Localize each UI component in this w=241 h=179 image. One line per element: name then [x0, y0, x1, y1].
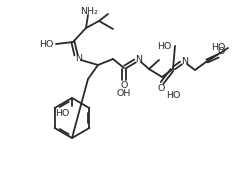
Text: N: N: [135, 54, 142, 64]
Text: HO: HO: [211, 42, 225, 52]
Text: NH₂: NH₂: [80, 6, 98, 16]
Text: OH: OH: [117, 88, 131, 98]
Text: HO: HO: [40, 40, 54, 49]
Text: HO: HO: [158, 42, 172, 50]
Text: N: N: [75, 54, 82, 62]
Text: HO: HO: [55, 108, 69, 117]
Text: O: O: [217, 47, 225, 55]
Text: N: N: [181, 57, 188, 66]
Text: O: O: [157, 83, 165, 93]
Text: HO: HO: [166, 91, 180, 100]
Text: O: O: [120, 81, 128, 90]
